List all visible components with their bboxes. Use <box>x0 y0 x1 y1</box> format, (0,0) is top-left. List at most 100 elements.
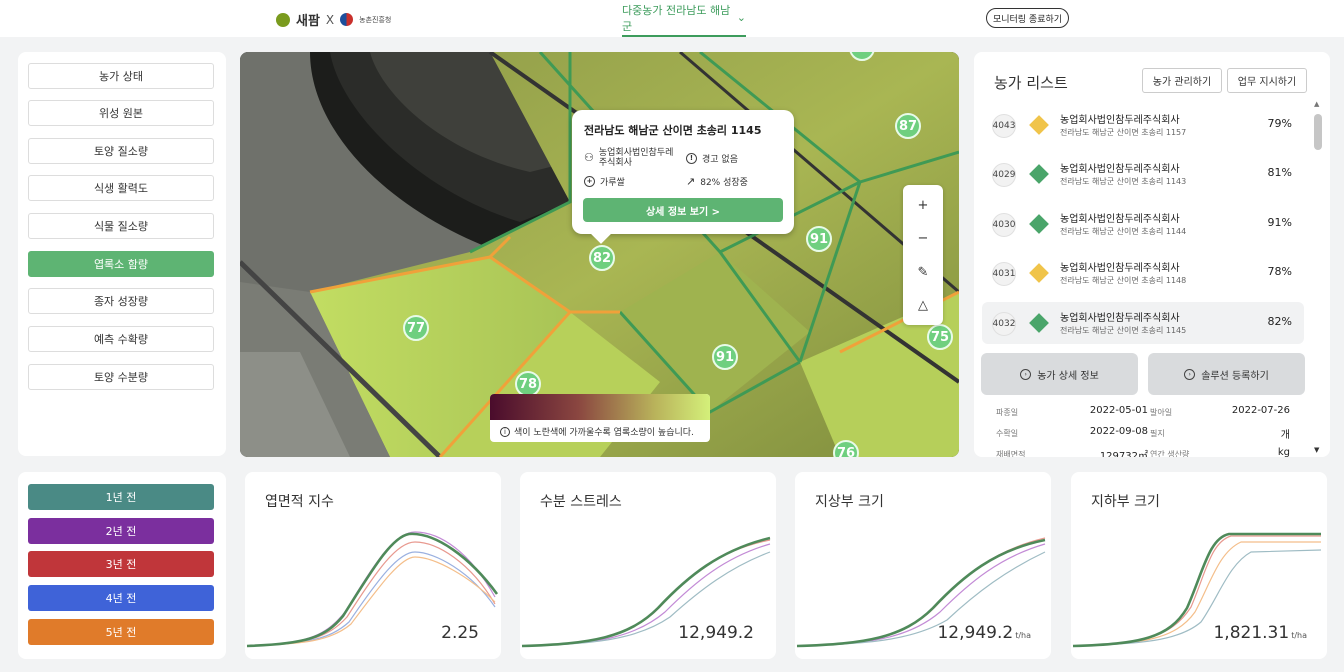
color-scale <box>490 394 710 420</box>
menu-predicted-yield[interactable]: 예측 수확량 <box>28 326 214 352</box>
chart-title: 엽면적 지수 <box>265 494 334 510</box>
brand-logos: 새팜 X 농촌진흥청 <box>276 10 391 29</box>
harvest-date-label: 수확일 <box>996 429 1019 438</box>
farm-list-item[interactable]: 4031 농업회사법인참두레주식회사 전라남도 해남군 산이면 초송리 1148… <box>982 252 1304 294</box>
farm-name: 농업회사법인참두레주식회사 <box>1060 164 1180 175</box>
year-1-button[interactable]: 1년 전 <box>28 484 214 510</box>
popup-warning-text: 경고 없음 <box>702 155 738 165</box>
farm-id-badge: 4043 <box>992 114 1016 138</box>
chart-value-text: 12,949.2 <box>678 623 754 643</box>
chevron-right-circle-icon: › <box>1184 368 1196 380</box>
chart-value-text: 12,949.2 <box>937 623 1014 643</box>
aboveground-size-card: 지상부 크기 12,949.2 t/ha <box>795 472 1051 659</box>
alert-icon: ! <box>686 153 697 164</box>
pencil-tool-icon[interactable]: ✎ <box>917 264 929 280</box>
popup-crop-text: 가루쌀 <box>600 178 625 188</box>
partner-name: 농촌진흥청 <box>359 15 392 24</box>
status-diamond-icon <box>1029 214 1049 234</box>
annual-yield-value: kg <box>1277 447 1290 457</box>
brand-name: 새팜 <box>296 14 320 29</box>
legend-text: 색이 노란색에 가까울수록 엽록소량이 높습니다. <box>514 428 694 438</box>
farm-percent: 78% <box>1267 265 1292 278</box>
farm-list-scrollbar[interactable]: ▲ ▼ <box>1312 100 1324 454</box>
menu-soil-moisture[interactable]: 토양 수분량 <box>28 364 214 390</box>
sow-date-value: 2022-05-01 <box>1089 405 1148 416</box>
aboveground-chart <box>796 537 1046 648</box>
end-monitoring-button[interactable]: 모니터링 종료하기 <box>986 8 1069 28</box>
area-value: 129732㎡ <box>1099 451 1148 457</box>
farm-list-item[interactable]: 4030 농업회사법인참두레주식회사 전라남도 해남군 산이면 초송리 1144… <box>982 203 1304 245</box>
field-count-value: 개 <box>1280 430 1290 441</box>
menu-satellite-original[interactable]: 위성 원본 <box>28 100 214 126</box>
farm-marker[interactable]: 91 <box>806 226 832 252</box>
farm-id-badge: 4032 <box>992 312 1016 336</box>
status-diamond-icon <box>1029 115 1049 135</box>
chart-title: 지상부 크기 <box>815 494 884 510</box>
rda-emblem-icon <box>340 13 354 26</box>
chart-unit: t/ha <box>1291 631 1307 640</box>
farm-marker[interactable]: 82 <box>589 245 615 271</box>
scroll-down-icon[interactable]: ▼ <box>1314 446 1320 454</box>
menu-chlorophyll[interactable]: 엽록소 함량 <box>28 251 214 277</box>
assign-task-button[interactable]: 업무 지시하기 <box>1227 68 1307 93</box>
farm-list-item[interactable]: 4043 농업회사법인참두레주식회사 전라남도 해남군 산이면 초송리 1157… <box>982 104 1304 146</box>
harvest-date-value: 2022-09-08 <box>1089 426 1148 437</box>
farm-marker[interactable]: 78 <box>515 371 541 397</box>
farm-percent: 91% <box>1267 216 1292 229</box>
year-3-button[interactable]: 3년 전 <box>28 551 214 577</box>
year-4-button[interactable]: 4년 전 <box>28 585 214 611</box>
manage-farms-button[interactable]: 농가 관리하기 <box>1142 68 1222 93</box>
water-stress-card: 수분 스트레스 12,949.2 <box>520 472 776 659</box>
popup-growth: ↗ 82% 성장중 <box>686 175 748 188</box>
menu-soil-nitrogen[interactable]: 토양 질소량 <box>28 138 214 164</box>
chart-value: 2.25 <box>441 623 479 643</box>
chart-title: 지하부 크기 <box>1091 494 1160 510</box>
farm-marker[interactable]: 76 <box>833 440 859 457</box>
zoom-out-button[interactable]: − <box>917 230 929 246</box>
menu-plant-nitrogen[interactable]: 식물 질소량 <box>28 213 214 239</box>
scrollbar-thumb[interactable] <box>1314 114 1322 150</box>
annual-yield-label: 연간 생산량 <box>1150 450 1190 457</box>
trend-up-icon: ↗ <box>686 175 696 188</box>
farm-id-badge: 4030 <box>992 213 1016 237</box>
zoom-in-button[interactable]: + <box>917 197 929 213</box>
year-5-button[interactable]: 5년 전 <box>28 619 214 645</box>
farm-address: 전라남도 해남군 산이면 초송리 1145 <box>1060 326 1187 335</box>
farm-marker[interactable]: 91 <box>712 344 738 370</box>
chart-value: 12,949.2 t/ha <box>937 623 1031 643</box>
chart-value-text: 2.25 <box>441 623 479 643</box>
area-label: 재배면적 <box>996 450 1026 457</box>
menu-seed-growth[interactable]: 종자 성장량 <box>28 288 214 314</box>
popup-title: 전라남도 해남군 산이면 초송리 1145 <box>584 124 762 137</box>
leaf-area-index-card: 엽면적 지수 2.25 <box>245 472 501 659</box>
chevron-right-circle-icon: › <box>1020 368 1032 380</box>
water-stress-chart <box>521 536 771 648</box>
farm-list-item[interactable]: 4029 농업회사법인참두레주식회사 전라남도 해남군 산이면 초송리 1143… <box>982 153 1304 195</box>
detail-info-button[interactable]: 상세 정보 보기 > <box>583 198 783 222</box>
register-solution-button[interactable]: › 솔루션 등록하기 <box>1148 353 1305 395</box>
farm-list-item-selected[interactable]: 4032 농업회사법인참두레주식회사 전라남도 해남군 산이면 초송리 1145… <box>982 302 1304 344</box>
farm-selector-dropdown[interactable]: 다중농가 전라남도 해남군 ⌄ <box>622 0 746 37</box>
chart-value: 12,949.2 <box>678 623 754 643</box>
menu-vegetation-vitality[interactable]: 식생 활력도 <box>28 175 214 201</box>
farm-selector-label: 다중농가 전라남도 해남군 <box>622 3 731 33</box>
chevron-down-icon: ⌄ <box>736 11 746 24</box>
belowground-chart <box>1072 532 1322 648</box>
person-icon: ⚇ <box>584 151 594 164</box>
farm-percent: 79% <box>1267 117 1292 130</box>
polygon-tool-icon[interactable]: △ <box>918 297 928 313</box>
info-icon: i <box>500 426 510 437</box>
chart-value-text: 1,821.31 <box>1213 623 1290 643</box>
scroll-up-icon[interactable]: ▲ <box>1314 100 1320 108</box>
farm-list-panel: 농가 리스트 농가 관리하기 업무 지시하기 4043 농업회사법인참두레주식회… <box>974 52 1330 457</box>
legend-text-row: i 색이 노란색에 가까울수록 엽록소량이 높습니다. <box>490 420 710 438</box>
farm-address: 전라남도 해남군 산이면 초송리 1157 <box>1060 128 1187 137</box>
year-2-button[interactable]: 2년 전 <box>28 518 214 544</box>
farm-marker[interactable]: 75 <box>927 324 953 350</box>
farm-name: 농업회사법인참두레주식회사 <box>1060 313 1180 324</box>
farm-marker[interactable]: 77 <box>403 315 429 341</box>
farm-detail-button[interactable]: › 농가 상세 정보 <box>981 353 1138 395</box>
satellite-map[interactable]: 82 87 91 77 91 78 75 76 <box>240 52 959 457</box>
farm-marker[interactable]: 87 <box>895 113 921 139</box>
menu-farm-status[interactable]: 농가 상태 <box>28 63 214 89</box>
